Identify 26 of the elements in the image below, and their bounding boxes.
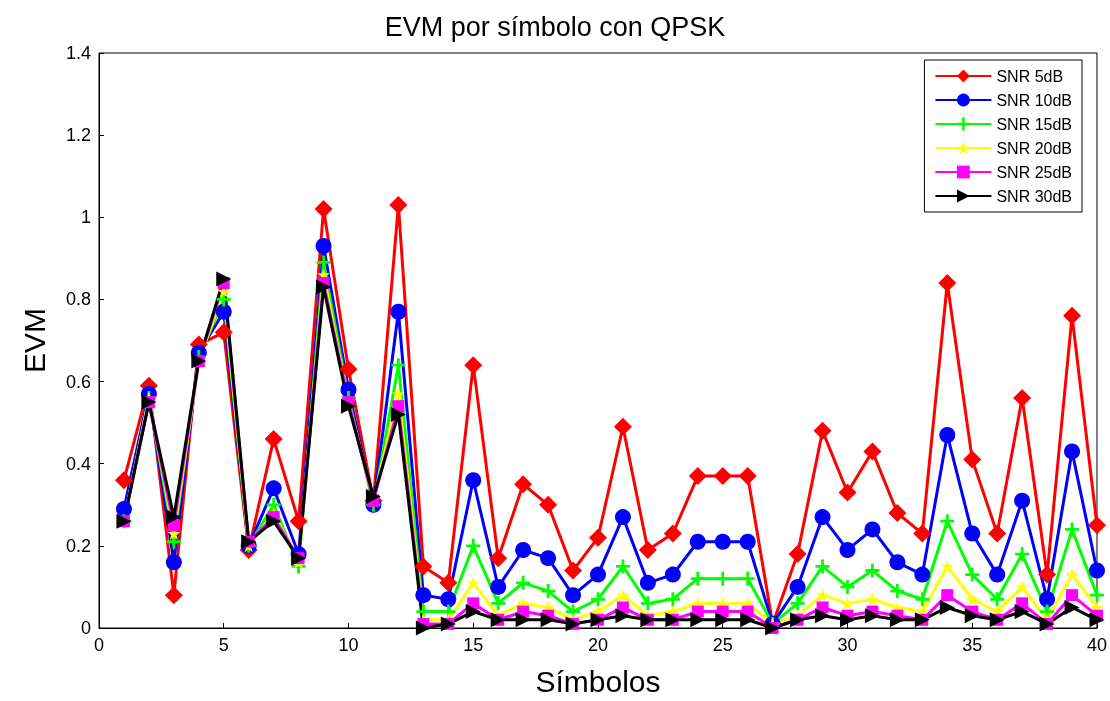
x-tick-label: 30 [837,635,858,655]
x-tick-label: 35 [962,635,983,655]
y-tick-label: 0.4 [65,453,91,474]
x-tick-label: 25 [712,635,733,655]
x-tick-label: 40 [1086,635,1107,655]
y-tick-label: 0.2 [65,535,91,556]
legend-label: SNR 10dB [996,91,1072,109]
x-tick-label: 5 [218,635,229,655]
y-tick-label: 1.2 [65,125,91,146]
y-tick-label: 0 [80,618,91,638]
x-axis-title: Símbolos [535,664,661,698]
x-tick-label: 10 [338,635,359,655]
y-tick-label: 1 [80,207,91,228]
legend-label: SNR 30dB [996,187,1072,205]
y-tick-label: 1.4 [65,43,91,63]
x-tick-label: 20 [587,635,609,655]
legend-label: SNR 20dB [996,139,1072,157]
y-tick-label: 0.6 [65,371,91,392]
x-tick-label: 15 [463,635,484,655]
y-tick-label: 0.8 [65,289,91,310]
chart-title: EVM por símbolo con QPSK [384,11,726,42]
legend-label: SNR 15dB [996,115,1072,133]
y-axis-title: EVM [17,307,51,374]
legend-label: SNR 25dB [996,163,1072,181]
legend-label: SNR 5dB [996,67,1064,85]
x-tick-label: 0 [93,635,105,655]
